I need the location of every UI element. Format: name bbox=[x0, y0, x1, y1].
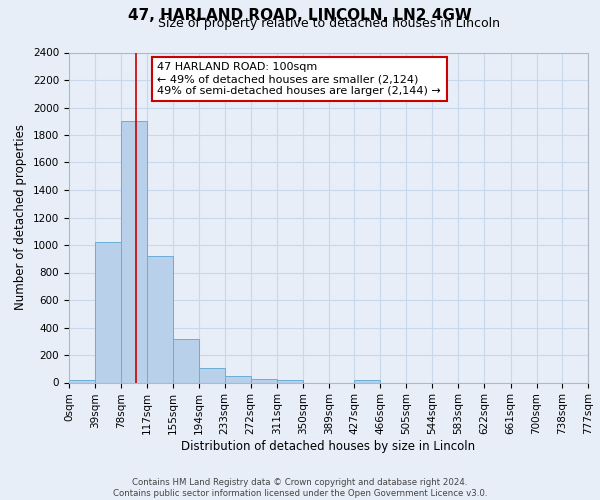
Bar bbox=[199, 368, 224, 382]
Bar bbox=[251, 379, 277, 382]
Bar bbox=[121, 121, 147, 382]
Title: Size of property relative to detached houses in Lincoln: Size of property relative to detached ho… bbox=[157, 18, 499, 30]
Y-axis label: Number of detached properties: Number of detached properties bbox=[14, 124, 28, 310]
Bar bbox=[69, 380, 95, 382]
Bar bbox=[95, 242, 121, 382]
Bar bbox=[354, 380, 380, 382]
Bar bbox=[173, 339, 199, 382]
Text: 47 HARLAND ROAD: 100sqm
← 49% of detached houses are smaller (2,124)
49% of semi: 47 HARLAND ROAD: 100sqm ← 49% of detache… bbox=[157, 62, 441, 96]
Text: Contains HM Land Registry data © Crown copyright and database right 2024.
Contai: Contains HM Land Registry data © Crown c… bbox=[113, 478, 487, 498]
Bar bbox=[147, 256, 173, 382]
Text: 47, HARLAND ROAD, LINCOLN, LN2 4GW: 47, HARLAND ROAD, LINCOLN, LN2 4GW bbox=[128, 8, 472, 22]
Bar bbox=[224, 376, 251, 382]
Bar bbox=[277, 380, 303, 382]
X-axis label: Distribution of detached houses by size in Lincoln: Distribution of detached houses by size … bbox=[181, 440, 476, 453]
